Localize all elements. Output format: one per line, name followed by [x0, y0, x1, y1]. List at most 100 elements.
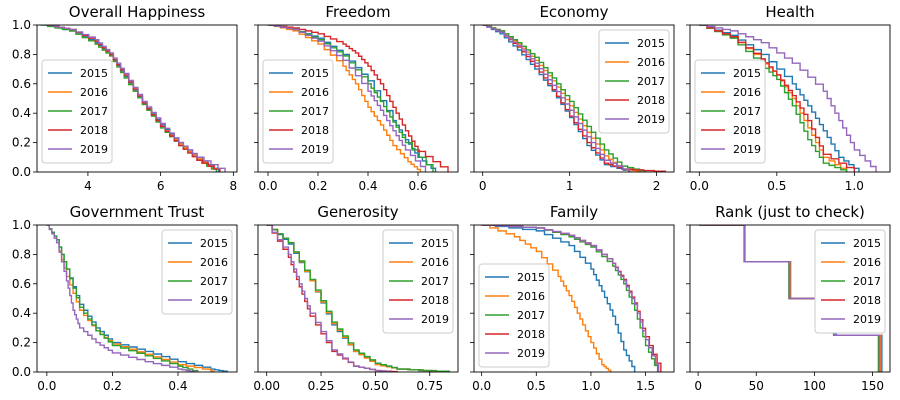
legend-label-2017: 2017 [301, 105, 329, 118]
x-tick-label: 4 [84, 179, 92, 193]
series-line-2019 [266, 225, 392, 372]
panel-title: Government Trust [70, 203, 205, 221]
legend-label-2015: 2015 [853, 237, 881, 250]
legend-label-2019: 2019 [80, 143, 108, 156]
panel-title: Economy [539, 3, 608, 21]
legend: 2015 2016 2017 2018 2019 [262, 59, 334, 164]
plot-frame [473, 224, 675, 373]
legend-label-2016: 2016 [200, 256, 228, 269]
legend-label-2018: 2018 [517, 328, 545, 341]
legend: 2015 2016 2017 2018 2019 [478, 263, 550, 368]
legend-box [262, 59, 334, 164]
x-tick-label: 0.4 [358, 179, 377, 193]
legend-label-2015: 2015 [637, 37, 665, 50]
legend-label-2019: 2019 [421, 313, 449, 326]
legend: 2015 2016 2017 2018 2019 [382, 229, 454, 334]
legend-box [598, 29, 670, 134]
panel-overall-happiness: Overall Happiness 4 6 8 0.0 0.2 0.4 0.6 0.8 1.0 20… [12, 3, 238, 193]
legend-label-2018: 2018 [853, 294, 881, 307]
legend-label-2017: 2017 [853, 275, 881, 288]
legend-label-2019: 2019 [301, 143, 329, 156]
x-tick-label: 0.75 [416, 379, 443, 393]
x-tick-label: 0.4 [168, 379, 187, 393]
series-line-2019 [699, 225, 881, 372]
x-tick-label: 0 [694, 379, 702, 393]
legend-label-2019: 2019 [517, 347, 545, 360]
legend-label-2019: 2019 [200, 294, 228, 307]
legend-box [161, 229, 233, 315]
series-line-2018 [47, 25, 221, 172]
legend-label-2018: 2018 [80, 124, 108, 137]
panel-rank-just-to-check: Rank (just to check)0 50 100 15020152016201… [686, 203, 891, 393]
x-tick-label: 0.5 [767, 179, 786, 193]
y-tick-label: 0.6 [12, 277, 31, 291]
series-line-2019 [268, 25, 427, 172]
x-tick-label: 0.0 [690, 179, 709, 193]
legend-label-2018: 2018 [733, 124, 761, 137]
x-tick-label: 0.5 [527, 379, 546, 393]
plot-frame [689, 24, 891, 173]
x-tick-label: 0.2 [308, 179, 327, 193]
x-tick-label: 2 [653, 179, 661, 193]
legend-box [694, 59, 766, 164]
legend-label-2018: 2018 [637, 94, 665, 107]
plot-frame [36, 24, 238, 173]
plot-frame [473, 24, 675, 173]
panel-government-trust: Government Trust 0.0 0.2 0.4 0.0 0.2 0.4 0.6 0.8… [12, 203, 238, 393]
panel-family: Family 0.0 0.5 1.0 1.5 2015 2016 2017 2018 2019 [470, 203, 675, 393]
x-tick-label: 150 [861, 379, 884, 393]
legend-label-2017: 2017 [517, 309, 545, 322]
x-tick-label: 8 [230, 179, 238, 193]
y-tick-label: 0.4 [12, 106, 31, 120]
series-line-2019 [46, 25, 226, 172]
x-tick-label: 1.0 [845, 179, 864, 193]
x-tick-label: 1 [566, 179, 574, 193]
y-tick-label: 1.0 [12, 18, 31, 32]
series-group [46, 225, 228, 372]
legend-label-2017: 2017 [200, 275, 228, 288]
series-line-2019 [482, 25, 630, 172]
legend-box [382, 229, 454, 334]
legend-label-2016: 2016 [637, 56, 665, 69]
series-line-2018 [699, 25, 856, 172]
legend: 2015 2016 2017 2018 2019 [598, 29, 670, 134]
series-line-2017 [46, 225, 199, 372]
panel-title: Health [765, 3, 814, 21]
legend-label-2019: 2019 [733, 143, 761, 156]
series-line-2019 [699, 25, 877, 172]
panel-freedom: Freedom 0.0 0.2 0.4 0.6 2015 2016 2017 2018 2019 [254, 3, 459, 193]
legend-label-2016: 2016 [301, 86, 329, 99]
legend-box [814, 229, 886, 334]
legend-label-2017: 2017 [421, 275, 449, 288]
legend-label-2016: 2016 [733, 86, 761, 99]
series-line-2018 [268, 25, 449, 172]
legend-label-2016: 2016 [853, 256, 881, 269]
series-line-2018 [482, 25, 666, 172]
legend-label-2015: 2015 [421, 237, 449, 250]
y-tick-label: 0.4 [12, 306, 31, 320]
panel-health: Health 0.0 0.5 1.0 2015 2016 2017 2018 2019 [686, 3, 891, 193]
x-tick-label: 100 [803, 379, 826, 393]
series-group [266, 225, 450, 372]
legend: 2015 2016 2017 2018 2019 [694, 59, 766, 164]
series-group [482, 25, 666, 172]
plot-frame [689, 224, 891, 373]
panel-title: Family [550, 203, 598, 221]
legend-label-2019: 2019 [853, 313, 881, 326]
panel-title: Rank (just to check) [715, 203, 865, 221]
x-tick-label: 0.0 [37, 379, 56, 393]
legend-label-2018: 2018 [301, 124, 329, 137]
y-tick-label: 0.8 [12, 47, 31, 61]
series-line-2016 [268, 25, 422, 172]
legend: 2015 2016 2017 2018 2019 [814, 229, 886, 334]
legend-label-2015: 2015 [517, 271, 545, 284]
legend: 2015 2016 2017 2019 [161, 229, 233, 315]
x-tick-label: 1.5 [636, 379, 655, 393]
x-tick-label: 0.0 [258, 179, 277, 193]
legend-label-2015: 2015 [301, 67, 329, 80]
y-tick-label: 0.0 [12, 165, 31, 179]
y-tick-label: 0.0 [12, 365, 31, 379]
legend-label-2017: 2017 [733, 105, 761, 118]
series-group [268, 25, 449, 172]
